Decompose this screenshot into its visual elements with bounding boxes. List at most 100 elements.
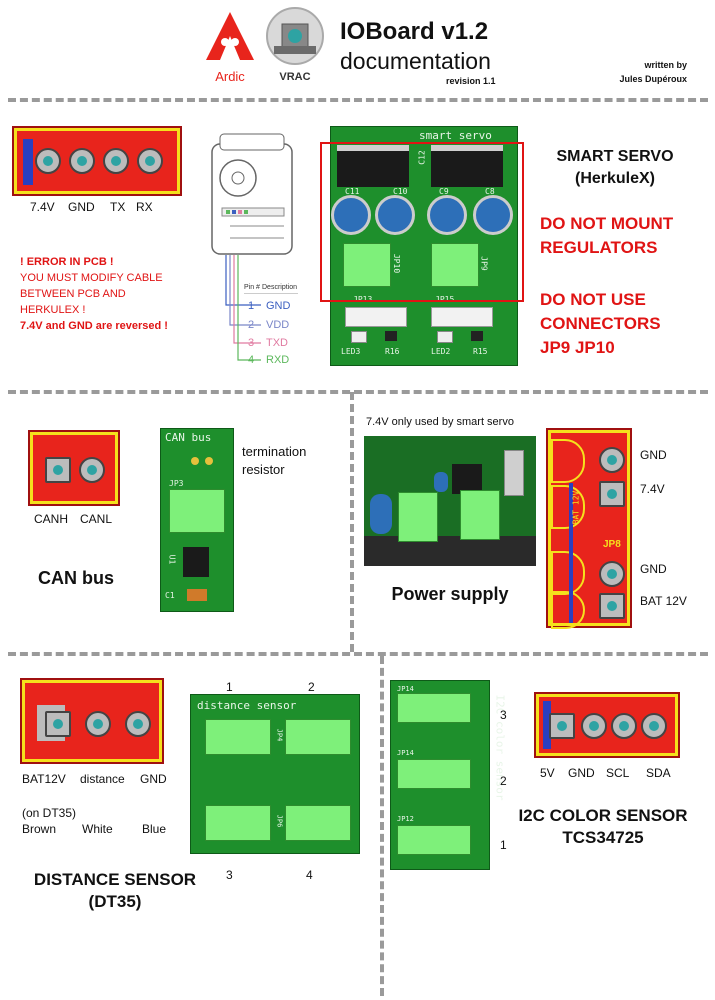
silk-label: JP12: [397, 815, 414, 823]
power-connector: [398, 492, 438, 542]
can-pin-label: CANL: [80, 512, 113, 526]
pad-canl: [79, 457, 105, 483]
regulator: [337, 145, 409, 187]
pin-number: 1: [248, 300, 255, 312]
pin-description: RXD: [266, 354, 290, 366]
ardic-logo: Ardic: [204, 10, 256, 84]
pad-gnd: [581, 713, 607, 739]
page-subtitle: documentation: [340, 48, 491, 74]
led-label: R16: [385, 347, 400, 356]
board-title: CAN bus: [165, 431, 212, 444]
distance-number: 4: [306, 868, 313, 882]
wire-color: Brown: [22, 822, 57, 836]
can-chip: [183, 547, 209, 577]
pin-table-row: 1 GND: [248, 300, 298, 312]
pin-table-row: 2 VDD: [248, 319, 298, 331]
i2c-pin-label: GND: [568, 766, 595, 780]
connector-jp10: [343, 243, 391, 287]
distance-pcb-connector: [20, 678, 164, 764]
power-pcb: BAT 12V JP8: [546, 428, 632, 629]
led-label: LED2: [431, 347, 451, 356]
i2c-number: 1: [500, 838, 507, 852]
error-line: BETWEEN PCB AND: [20, 288, 126, 300]
wire-color: White: [82, 822, 113, 836]
warning-no-connectors: DO NOT USE: [540, 290, 646, 309]
capacitor: [473, 195, 513, 235]
can-pin-label: CANH: [34, 512, 69, 526]
i2c-pcb-connector: [534, 692, 680, 758]
i2c-connector: [397, 693, 471, 723]
distance-number: 2: [308, 680, 315, 694]
servo-pin-label: GND: [68, 200, 95, 214]
description-header: Description: [262, 284, 298, 291]
pad-gnd: [125, 711, 151, 737]
written-by-label: written by: [644, 60, 687, 70]
i2c-number: 2: [500, 774, 507, 788]
distance-number: 3: [226, 868, 233, 882]
i2c-pin-label: SCL: [606, 766, 630, 780]
distance-pin-label: BAT12V: [22, 772, 66, 786]
servo-pin-label: 7.4V: [30, 200, 55, 214]
separator-mid2: [8, 652, 708, 656]
jp8-silk: JP8: [603, 539, 621, 550]
jp-label: JP13: [353, 295, 373, 304]
power-connector: [460, 490, 500, 540]
distance-pin-label: distance: [80, 772, 125, 786]
distance-sensor-subtitle: (DT35): [88, 892, 142, 911]
revision-label: revision 1.1: [446, 76, 496, 86]
error-bold: 7.4V and GND are reversed !: [20, 320, 168, 332]
pad-5v: [549, 713, 575, 739]
pad-gnd: [599, 561, 625, 587]
pin-header: Pin #: [244, 284, 260, 291]
white-connector: [431, 307, 493, 327]
distance-pin-label: GND: [140, 772, 167, 786]
warning-no-regulators: DO NOT MOUNT: [540, 214, 674, 233]
i2c-pin-label: 5V: [540, 766, 555, 780]
bat-silk: BAT 12V: [571, 490, 581, 525]
capacitor: [331, 195, 371, 235]
servo-pin-label: TX: [110, 200, 126, 214]
capacitor: [375, 195, 415, 235]
smart-servo-title: SMART SERVO: [556, 148, 674, 165]
pad-canh: [45, 457, 71, 483]
pin-description: VDD: [266, 319, 290, 331]
connector-jp9: [431, 243, 479, 287]
distance-connector: [205, 719, 271, 755]
pin-table-row: 4 RXD: [248, 354, 298, 366]
herkulex-servo-drawing: [200, 130, 300, 270]
pin-number: 2: [248, 319, 255, 331]
warning-no-regulators: REGULATORS: [540, 238, 658, 257]
distance-number: 1: [226, 680, 233, 694]
silk-label: JP3: [169, 479, 184, 488]
separator-top: [8, 98, 708, 102]
separator-mid1: [8, 390, 708, 394]
pad-bat12v: [45, 711, 71, 737]
power-label: 7.4V: [640, 482, 665, 496]
led-label: LED3: [341, 347, 361, 356]
highlight-box: [320, 142, 524, 302]
smart-servo-board: smart servo C11 C10 C12 C9 C8 JP10 JP9 J…: [330, 126, 518, 366]
warning-no-connectors: CONNECTORS: [540, 314, 661, 333]
servo-pin-table: Pin # Description: [244, 284, 298, 294]
pad-rx: [137, 148, 163, 174]
ardic-label: Ardic: [215, 69, 245, 84]
error-line: HERKULEX !: [20, 304, 86, 316]
distance-connector: [205, 805, 271, 841]
error-line: YOU MUST MODIFY CABLE: [20, 272, 163, 284]
pad-scl: [611, 713, 637, 739]
pin-description: TXD: [266, 337, 288, 349]
distance-connector: [285, 805, 351, 841]
pad-7v4: [35, 148, 61, 174]
distance-connector: [285, 719, 351, 755]
silk-label: JP14: [397, 685, 414, 693]
pad-gnd: [599, 447, 625, 473]
power-supply-title: Power supply: [391, 584, 509, 604]
pad-tx: [103, 148, 129, 174]
cap-label: C10: [393, 187, 408, 196]
cable-lines: [216, 255, 276, 370]
termination-label: termination: [242, 444, 307, 459]
silk-label: C1: [165, 591, 175, 600]
pin-table-row: 3 TXD: [248, 337, 298, 349]
i2c-number: 3: [500, 708, 507, 722]
white-connector: [345, 307, 407, 327]
